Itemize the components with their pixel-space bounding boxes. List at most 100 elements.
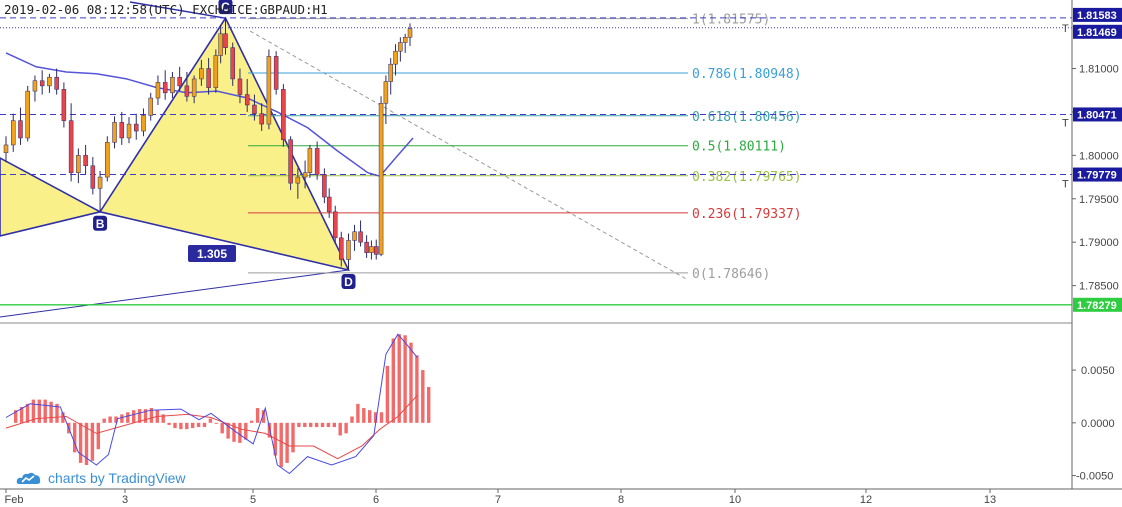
candle-body: [302, 172, 308, 178]
macd-histogram-bar: [143, 409, 148, 423]
candle: [3, 136, 9, 163]
price-axis-label: 1.78500: [1079, 281, 1119, 293]
macd-histogram-bar: [291, 422, 295, 453]
candle: [54, 68, 59, 95]
macd-histogram-bar: [214, 422, 218, 424]
candle-body: [32, 80, 38, 92]
macd-histogram-bar: [285, 422, 289, 463]
candle: [288, 136, 293, 191]
candle: [223, 18, 228, 55]
candle-body: [39, 80, 45, 87]
macd-histogram-bar: [126, 412, 130, 423]
macd-histogram-bar: [14, 410, 18, 423]
candle: [18, 107, 23, 145]
macd-histogram-bar: [332, 422, 336, 428]
candle: [383, 75, 389, 125]
macd-histogram-bar: [96, 422, 100, 450]
macd-histogram-bar: [385, 365, 390, 423]
price-axis-label: 1.79500: [1079, 194, 1119, 206]
candle: [378, 96, 384, 257]
candle: [39, 70, 45, 95]
pattern-point-badge: [218, 0, 233, 15]
pattern-ratio-badge: [188, 245, 236, 262]
candle: [199, 59, 204, 86]
candle: [295, 168, 301, 199]
fib-level-label: 0.786(1.80948): [692, 67, 802, 82]
candle: [398, 37, 403, 62]
candle-body: [383, 81, 389, 104]
macd-histogram-bar: [43, 399, 47, 423]
candle: [244, 78, 250, 112]
tradingview-branding[interactable]: charts by TradingView: [16, 470, 185, 488]
price-tags: 1.81583 1.81469 1.80471 1.79779 1.78279 T T T: [1062, 7, 1122, 312]
candle-body: [105, 142, 110, 178]
macd-signal-line: [5, 395, 418, 460]
candle-body: [218, 33, 223, 56]
pattern-point-label: C: [221, 0, 230, 14]
candle: [393, 44, 398, 76]
macd-histogram-bar: [25, 403, 30, 423]
macd-histogram-bar: [297, 422, 301, 428]
candle-body: [191, 78, 197, 97]
candle-body: [76, 155, 81, 173]
candle: [105, 136, 110, 182]
macd-histogram-bar: [279, 422, 283, 468]
candle-body: [83, 155, 88, 167]
candle: [133, 113, 139, 140]
macd-histogram-bar: [415, 355, 419, 423]
candle-body: [369, 246, 374, 253]
price-tag-label: 1.78279: [1077, 300, 1117, 312]
candle-body: [162, 82, 168, 94]
candle: [369, 240, 374, 260]
macd-histogram-bar: [49, 401, 53, 423]
candle: [218, 25, 223, 64]
candle: [10, 113, 16, 152]
candle-body: [237, 78, 243, 95]
macd-histogram-bar: [350, 416, 354, 423]
fib-level-label: 0.5(1.80111): [692, 140, 786, 155]
macd-histogram-bar: [320, 422, 325, 428]
candle-body: [307, 148, 313, 173]
macd-histogram-bar: [173, 422, 177, 429]
candle-body: [388, 63, 393, 82]
candle-body: [199, 68, 204, 80]
candle-body: [141, 115, 146, 132]
time-axis-label: 10: [729, 494, 741, 506]
candle-body: [25, 90, 30, 139]
candle-body: [252, 104, 257, 114]
macd-histogram-bar: [379, 412, 384, 423]
tag-marker: T: [1062, 179, 1069, 191]
harmonic-pattern: 1.305: [0, 1, 689, 318]
macd-histogram-bar: [196, 422, 201, 428]
price-axis-label: 1.81000: [1079, 64, 1119, 76]
candle: [177, 66, 182, 92]
candle: [141, 108, 146, 137]
candle: [206, 58, 211, 95]
candle-body: [332, 211, 338, 239]
candle: [259, 103, 264, 132]
candle-body: [68, 120, 74, 173]
macd-axis-label: -0.0050: [1076, 471, 1113, 483]
candle: [358, 220, 363, 247]
fibonacci-retracement[interactable]: 1(1.81575) 0.786(1.80948) 0.618(1.80456) 0.…: [248, 13, 802, 282]
moving-average-line: [5, 52, 414, 178]
candle-body: [322, 174, 327, 198]
macd-histogram-bar: [421, 370, 425, 423]
candle: [314, 141, 320, 180]
candle: [76, 148, 81, 184]
macd-histogram-bar: [244, 422, 248, 440]
candle-body: [407, 28, 413, 38]
pattern-ratio-label: 1.305: [197, 247, 227, 261]
candle: [162, 70, 168, 100]
price-tag: [1073, 297, 1122, 312]
macd-histogram-bar: [409, 342, 413, 423]
macd-histogram-bar: [309, 422, 313, 428]
candle: [83, 144, 88, 175]
macd-histogram-bar: [267, 422, 272, 438]
candle-body: [18, 120, 23, 139]
macd-histogram-bar: [250, 420, 254, 423]
macd-histogram-bar: [37, 399, 41, 423]
time-axis-label: 7: [495, 494, 501, 506]
macd-histogram-bar: [191, 422, 195, 429]
